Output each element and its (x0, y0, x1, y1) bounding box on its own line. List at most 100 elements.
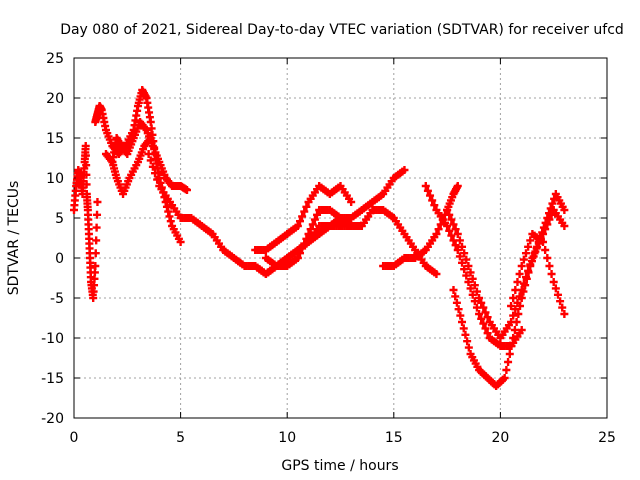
data-point (548, 199, 557, 208)
data-points (70, 86, 569, 390)
data-point (300, 207, 309, 216)
data-point (82, 161, 91, 170)
series-track-h (507, 230, 569, 318)
data-point (466, 284, 475, 293)
data-point (509, 334, 518, 342)
data-point (545, 209, 554, 218)
data-point (146, 134, 155, 142)
data-point (449, 286, 458, 294)
series-track-e (421, 182, 526, 350)
data-point (517, 262, 526, 270)
data-point (546, 204, 555, 213)
y-tick-label: 0 (55, 251, 64, 267)
data-point (541, 246, 550, 254)
data-point (464, 343, 473, 352)
data-point (531, 247, 540, 256)
data-point (144, 150, 153, 158)
data-point (468, 274, 477, 283)
data-point (463, 337, 472, 346)
data-point (293, 222, 302, 230)
data-point (507, 302, 516, 310)
data-point (509, 294, 518, 302)
data-point (462, 271, 471, 280)
data-point (515, 270, 524, 278)
data-point (81, 151, 90, 160)
data-point (458, 242, 467, 251)
data-point (421, 182, 430, 190)
data-point (453, 182, 462, 190)
data-point (541, 218, 550, 227)
data-point (519, 287, 528, 296)
data-point (539, 238, 548, 246)
data-point (547, 270, 556, 278)
data-point (164, 207, 173, 216)
data-point (524, 268, 533, 277)
data-point (538, 228, 547, 237)
data-point (436, 220, 445, 229)
data-point (481, 324, 490, 333)
data-point (451, 225, 460, 234)
data-point (510, 326, 519, 334)
data-point (153, 175, 162, 184)
data-point (82, 170, 91, 179)
data-point (455, 252, 464, 261)
data-point (472, 287, 481, 296)
data-point (524, 242, 533, 251)
data-point (430, 201, 439, 210)
data-point (516, 302, 525, 310)
data-point (521, 249, 530, 258)
data-point (451, 241, 460, 250)
x-tick-label: 25 (598, 430, 616, 446)
data-point (519, 255, 528, 264)
data-point (459, 324, 468, 333)
series-early-scatter (70, 142, 102, 302)
data-point (166, 217, 175, 226)
data-point (502, 366, 511, 374)
data-point (445, 226, 454, 235)
data-point (477, 298, 486, 307)
data-point (165, 212, 174, 221)
data-point (479, 319, 488, 328)
data-point (447, 231, 456, 240)
data-point (551, 284, 560, 293)
data-point (483, 329, 492, 338)
data-point (466, 268, 475, 277)
data-point (462, 255, 471, 264)
data-point (428, 196, 437, 205)
data-point (453, 246, 462, 254)
data-point (526, 262, 535, 270)
data-point (511, 305, 520, 314)
data-point (543, 214, 552, 222)
data-point (483, 313, 492, 322)
series-track-main-2 (251, 182, 356, 254)
data-point (526, 236, 535, 245)
y-tick-label: -20 (41, 411, 64, 427)
data-point (460, 265, 469, 274)
y-axis-label: SDTVAR / TECUs (6, 181, 22, 296)
data-point (558, 303, 567, 312)
data-point (293, 254, 302, 262)
data-point (347, 198, 356, 206)
series-track-main-4 (261, 222, 356, 270)
data-point (443, 206, 452, 214)
data-point (432, 230, 441, 238)
data-point (560, 206, 569, 214)
data-point (308, 220, 317, 229)
data-point (91, 262, 100, 270)
data-point (560, 310, 569, 318)
data-point (543, 254, 552, 262)
data-point (529, 252, 538, 261)
y-tick-label: 20 (46, 91, 64, 107)
chart-title: Day 080 of 2021, Sidereal Day-to-day VTE… (60, 22, 624, 38)
data-point (522, 274, 531, 283)
data-point (481, 308, 490, 317)
data-point (451, 292, 460, 301)
data-point (400, 166, 409, 174)
data-point (458, 258, 467, 267)
data-point (521, 281, 530, 290)
data-point (455, 236, 464, 245)
data-point (505, 350, 514, 358)
data-point (310, 215, 319, 224)
y-tick-label: -10 (41, 331, 64, 347)
